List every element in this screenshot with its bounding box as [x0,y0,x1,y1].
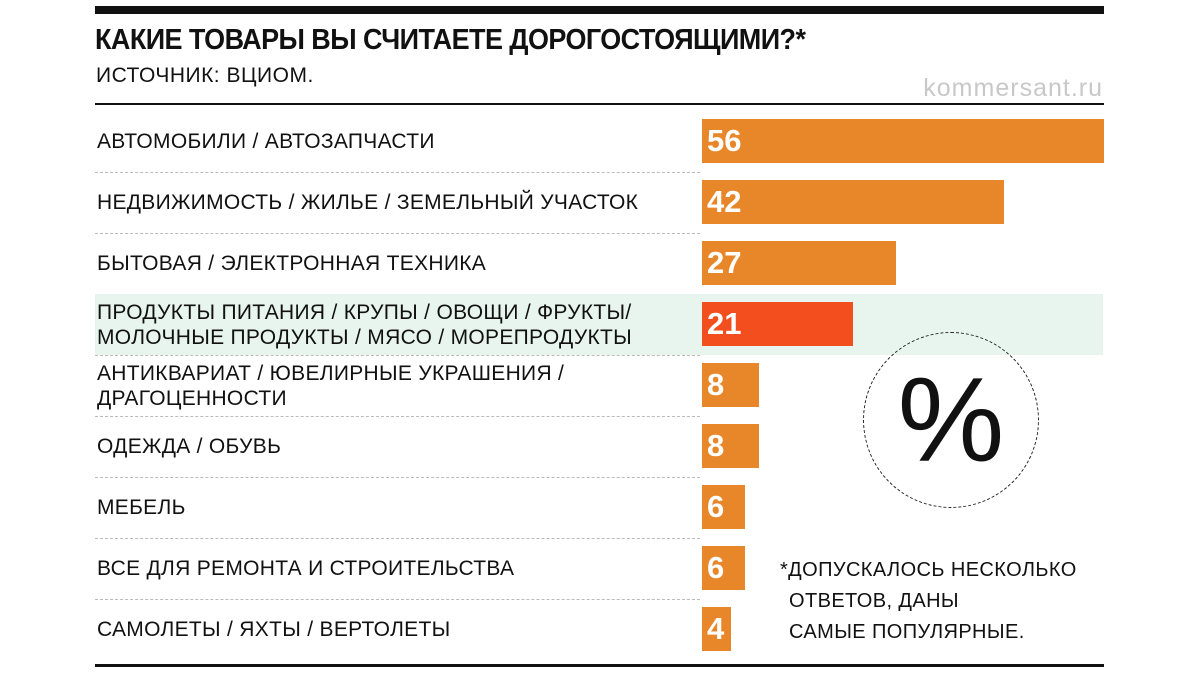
footnote-line: *ДОПУСКАЛОСЬ НЕСКОЛЬКО [780,559,1077,581]
bar-value-label: 8 [707,428,725,463]
brand-watermark: kommersant.ru [923,74,1103,102]
bar: 6 [702,485,745,529]
category-label: САМОЛЕТЫ / ЯХТЫ / ВЕРТОЛЕТЫ [97,599,697,660]
category-label-line: АВТОМОБИЛИ / АВТОЗАПЧАСТИ [97,130,435,153]
category-label-line: ДРАГОЦЕННОСТИ [97,386,287,410]
bar-value-label: 21 [707,306,742,341]
category-label: ПРОДУКТЫ ПИТАНИЯ / КРУПЫ / ОВОЩИ / ФРУКТ… [97,294,697,355]
category-label: МЕБЕЛЬ [97,477,697,538]
bar: 27 [702,241,896,285]
row-separator [95,355,700,356]
header-rule [95,103,1104,105]
bar-value-label: 6 [707,489,725,524]
category-label-line: НЕДВИЖИМОСТЬ / ЖИЛЬЕ / ЗЕМЕЛЬНЫЙ УЧАСТОК [97,191,639,214]
bar: 56 [702,119,1104,163]
row-separator [95,538,700,539]
category-label-line: МЕБЕЛЬ [97,496,186,519]
bar-value-label: 4 [707,611,725,646]
bar: 6 [702,546,745,590]
bottom-rule [95,664,1104,667]
row-separator [95,477,700,478]
category-label-line: ОДЕЖДА / ОБУВЬ [97,435,282,458]
bar-value-label: 6 [707,550,725,585]
category-label: БЫТОВАЯ / ЭЛЕКТРОННАЯ ТЕХНИКА [97,233,697,294]
category-label: НЕДВИЖИМОСТЬ / ЖИЛЬЕ / ЗЕМЕЛЬНЫЙ УЧАСТОК [97,172,697,233]
category-label-line: МОЛОЧНЫЕ ПРОДУКТЫ / МЯСО / МОРЕПРОДУКТЫ [97,325,633,349]
footnote: *ДОПУСКАЛОСЬ НЕСКОЛЬКО ОТВЕТОВ, ДАНЫ САМ… [780,555,1077,648]
category-label-line: БЫТОВАЯ / ЭЛЕКТРОННАЯ ТЕХНИКА [97,252,487,275]
footnote-line: ОТВЕТОВ, ДАНЫ [789,590,960,612]
footnote-line: САМЫЕ ПОПУЛЯРНЫЕ. [789,621,1025,643]
category-label: АВТОМОБИЛИ / АВТОЗАПЧАСТИ [97,111,697,172]
category-label-line: САМОЛЕТЫ / ЯХТЫ / ВЕРТОЛЕТЫ [97,618,451,641]
bar: 42 [702,180,1004,224]
row-separator [95,172,700,173]
source-label: ИСТОЧНИК: ВЦИОМ. [96,64,314,87]
category-label-line: ПРОДУКТЫ ПИТАНИЯ / КРУПЫ / ОВОЩИ / ФРУКТ… [97,300,632,324]
bar-value-label: 56 [707,123,742,158]
row-separator [95,599,700,600]
top-rule [95,6,1104,14]
row-separator [95,416,700,417]
row-separator [95,233,700,234]
category-label: ОДЕЖДА / ОБУВЬ [97,416,697,477]
bar: 8 [702,363,759,407]
bar-value-label: 8 [707,367,725,402]
chart-title: КАКИЕ ТОВАРЫ ВЫ СЧИТАЕТЕ ДОРОГОСТОЯЩИМИ?… [95,24,806,56]
bar-value-label: 27 [707,245,742,280]
category-label-line: ВСЕ ДЛЯ РЕМОНТА И СТРОИТЕЛЬСТВА [97,557,515,580]
bar: 8 [702,424,759,468]
bar: 21 [702,302,853,346]
category-label-line: АНТИКВАРИАТ / ЮВЕЛИРНЫЕ УКРАШЕНИЯ / [97,361,565,385]
bar-value-label: 42 [707,184,742,219]
category-label: АНТИКВАРИАТ / ЮВЕЛИРНЫЕ УКРАШЕНИЯ / ДРАГО… [97,355,697,416]
percent-badge: % [863,332,1039,508]
bar: 4 [702,607,731,651]
category-label: ВСЕ ДЛЯ РЕМОНТА И СТРОИТЕЛЬСТВА [97,538,697,599]
